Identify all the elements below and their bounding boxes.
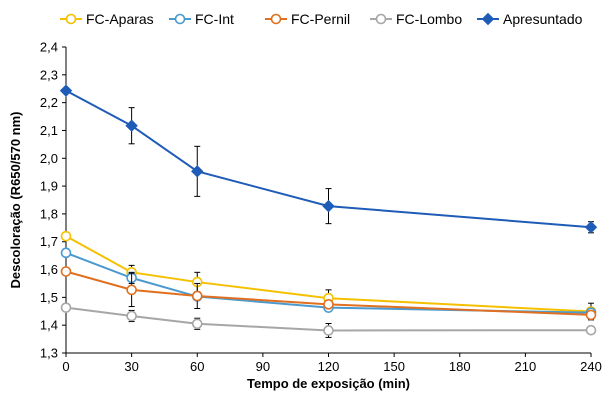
data-point <box>323 299 334 310</box>
x-tick-label: 0 <box>62 359 69 374</box>
x-tick-label: 240 <box>580 359 602 374</box>
legend-marker <box>174 13 186 25</box>
legend-item: FC-Aparas <box>60 11 154 27</box>
data-point <box>126 284 137 296</box>
data-point <box>60 302 72 313</box>
data-point <box>60 266 72 277</box>
y-tick-label: 2,3 <box>40 67 58 82</box>
data-point <box>322 199 335 213</box>
x-tick-label: 90 <box>256 359 270 374</box>
y-tick-label: 1,3 <box>40 346 58 361</box>
data-point <box>125 119 138 132</box>
x-axis-ticks: 0 30 60 90 120 150 180 210 240 <box>62 353 602 374</box>
series-apresuntado <box>59 84 598 234</box>
y-tick-label: 2,1 <box>40 123 58 138</box>
legend-marker <box>481 12 495 26</box>
y-tick-label: 2,4 <box>40 40 58 55</box>
legend-marker <box>270 13 282 25</box>
y-tick-label: 1,6 <box>40 262 58 277</box>
legend-item: Apresuntado <box>477 11 583 27</box>
legend-label: Apresuntado <box>503 11 583 27</box>
data-point <box>60 230 72 242</box>
x-axis-label: Tempo de exposição (min) <box>247 376 410 391</box>
legend-label: FC-Pernil <box>291 11 350 27</box>
legend-label: FC-Int <box>195 11 234 27</box>
legend-marker <box>65 13 77 25</box>
data-point <box>59 84 73 97</box>
x-tick-label: 180 <box>449 359 471 374</box>
y-tick-label: 1,8 <box>40 206 58 221</box>
data-point <box>126 310 137 322</box>
y-tick-label: 2,0 <box>40 151 58 166</box>
legend: FC-Aparas FC-Int FC-Pernil FC-Lombo Apresunt… <box>60 11 583 27</box>
legend-item: FC-Int <box>169 11 234 27</box>
legend-marker <box>375 13 387 25</box>
legend-label: FC-Aparas <box>86 11 154 27</box>
data-point <box>191 318 203 330</box>
x-tick-label: 150 <box>383 359 405 374</box>
x-tick-label: 210 <box>515 359 537 374</box>
y-tick-label: 1,4 <box>40 318 58 333</box>
data-point <box>584 221 598 234</box>
data-point <box>323 325 334 336</box>
plot-area <box>59 84 598 338</box>
data-point <box>191 165 204 178</box>
data-point <box>585 309 597 321</box>
y-tick-label: 1,9 <box>40 179 58 194</box>
y-tick-label: 1,7 <box>40 234 58 249</box>
y-tick-label: 2,2 <box>40 95 58 110</box>
data-point <box>585 324 597 336</box>
y-axis-label: Descoloração (R650/570 nm) <box>8 111 23 288</box>
x-tick-label: 30 <box>124 359 138 374</box>
legend-item: FC-Lombo <box>370 11 462 27</box>
y-tick-label: 1,5 <box>40 290 58 305</box>
axes: 1,3 1,4 1,5 1,6 1,7 1,8 1,9 2,0 2,1 2,2 2,3 2,4 0 30… <box>8 40 602 392</box>
x-tick-label: 60 <box>190 359 204 374</box>
y-axis-ticks: 1,3 1,4 1,5 1,6 1,7 1,8 1,9 2,0 2,1 2,2 2,3 2,4 <box>40 40 66 361</box>
x-tick-label: 120 <box>318 359 340 374</box>
data-point <box>191 290 203 302</box>
series-fc-lombo <box>60 302 597 338</box>
data-point <box>60 247 72 259</box>
series-fc-pernil <box>60 266 597 321</box>
legend-item: FC-Pernil <box>265 11 350 27</box>
legend-label: FC-Lombo <box>396 11 462 27</box>
